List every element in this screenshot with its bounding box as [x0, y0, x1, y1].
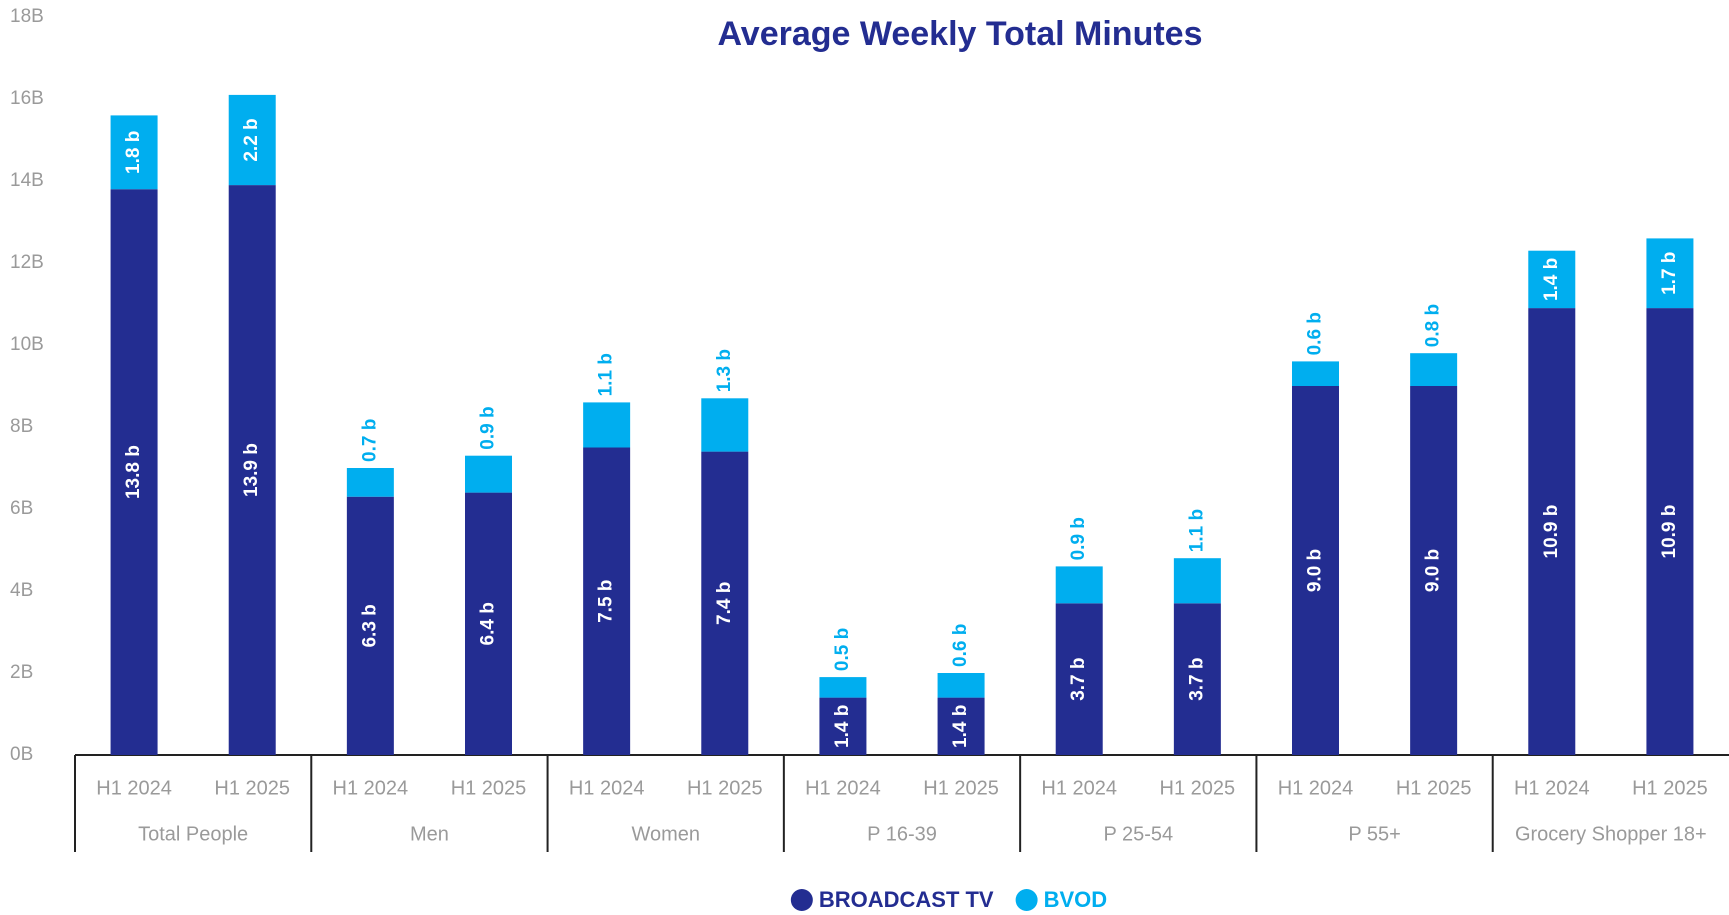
bar-segment: [583, 447, 631, 755]
legend-label: BROADCAST TV: [819, 887, 994, 912]
bar-segment: [1528, 308, 1576, 755]
value-label: 0.6 b: [950, 624, 971, 667]
bar-segment: [1173, 603, 1221, 755]
value-label: 1.1 b: [596, 353, 617, 396]
x-tick-label: H1 2025: [1632, 777, 1708, 799]
value-label: 3.7 b: [1186, 657, 1207, 700]
value-label: 7.5 b: [596, 580, 617, 623]
bar-segment: [1646, 238, 1694, 309]
x-tick-label: H1 2024: [569, 777, 645, 799]
x-tick-label: H1 2025: [1160, 777, 1236, 799]
bar-segment: [228, 94, 276, 186]
value-label: 1.7 b: [1659, 252, 1680, 295]
bar-segment: [346, 468, 394, 497]
value-label: 1.3 b: [714, 349, 735, 392]
x-tick-label: H1 2024: [96, 777, 172, 799]
value-label: 10.9 b: [1659, 505, 1680, 559]
bar-segment: [1055, 603, 1103, 755]
bar-segment: [1292, 386, 1339, 755]
bar-segment: [1410, 353, 1458, 386]
value-label: 13.9 b: [241, 443, 262, 497]
group-label: Total People: [138, 823, 248, 845]
x-tick-label: H1 2025: [923, 777, 999, 799]
bar-segment: [346, 496, 394, 755]
x-tick-label: H1 2025: [687, 777, 763, 799]
value-label: 0.8 b: [1423, 304, 1444, 347]
value-label: 0.5 b: [832, 628, 853, 671]
x-tick-label: H1 2024: [333, 777, 409, 799]
y-tick-label: 6B: [10, 498, 33, 519]
value-label: 9.0 b: [1423, 549, 1444, 592]
y-tick-label: 0B: [10, 744, 33, 765]
group-label: Men: [410, 823, 449, 845]
value-label: 1.1 b: [1186, 509, 1207, 552]
bar-segment: [1528, 250, 1576, 309]
bar-segment: [819, 677, 867, 698]
group-label: P 16-39: [867, 823, 937, 845]
group-label: P 55+: [1348, 823, 1400, 845]
y-tick-label: 16B: [10, 88, 44, 109]
value-label: 0.6 b: [1305, 312, 1326, 355]
x-tick-label: H1 2024: [1514, 777, 1590, 799]
group-label: P 25-54: [1103, 823, 1173, 845]
bar-segment: [110, 189, 158, 755]
value-label: 7.4 b: [714, 582, 735, 625]
value-label: 13.8 b: [123, 445, 144, 499]
bar-segment: [937, 697, 985, 755]
y-tick-label: 8B: [10, 416, 33, 437]
bar-segment: [465, 455, 512, 493]
value-label: 9.0 b: [1305, 549, 1326, 592]
group-label: Women: [631, 823, 700, 845]
x-tick-label: H1 2025: [214, 777, 290, 799]
value-label: 0.9 b: [478, 406, 499, 449]
bar-segment: [1646, 308, 1694, 755]
legend-marker: [1015, 889, 1038, 911]
bar-segment: [819, 697, 867, 755]
bar-segment: [937, 673, 985, 698]
bar-segment: [465, 492, 512, 755]
x-tick-label: H1 2024: [805, 777, 881, 799]
bar-segment: [701, 398, 749, 452]
bar-segment: [1173, 558, 1221, 604]
value-label: 0.7 b: [359, 419, 380, 462]
bar-segment: [1292, 361, 1339, 386]
value-label: 6.4 b: [478, 602, 499, 645]
bar-segment: [1410, 386, 1458, 755]
value-label: 3.7 b: [1068, 657, 1089, 700]
value-label: 1.4 b: [1541, 258, 1562, 301]
legend-marker: [790, 889, 813, 911]
y-tick-label: 12B: [10, 252, 44, 273]
x-tick-label: H1 2025: [451, 777, 527, 799]
y-tick-label: 4B: [10, 580, 33, 601]
x-tick-label: H1 2024: [1278, 777, 1354, 799]
bar-segment: [583, 402, 631, 448]
y-tick-label: 14B: [10, 170, 44, 191]
group-label: Grocery Shopper 18+: [1515, 823, 1707, 845]
value-label: 10.9 b: [1541, 505, 1562, 559]
bar-segment: [110, 115, 158, 190]
bar-segment: [228, 185, 276, 756]
chart-title: Average Weekly Total Minutes: [718, 15, 1203, 53]
value-label: 6.3 b: [359, 604, 380, 647]
legend-label: BVOD: [1044, 887, 1108, 912]
x-tick-label: H1 2025: [1396, 777, 1472, 799]
y-tick-label: 2B: [10, 662, 33, 683]
value-label: 1.4 b: [832, 705, 853, 748]
value-label: 1.8 b: [123, 131, 144, 174]
x-tick-label: H1 2024: [1041, 777, 1117, 799]
value-label: 1.4 b: [950, 705, 971, 748]
value-label: 2.2 b: [241, 118, 262, 161]
bar-segment: [1055, 566, 1103, 604]
bar-segment: [701, 451, 749, 755]
y-tick-label: 18B: [10, 6, 44, 27]
y-tick-label: 10B: [10, 334, 44, 355]
value-label: 0.9 b: [1068, 517, 1089, 560]
